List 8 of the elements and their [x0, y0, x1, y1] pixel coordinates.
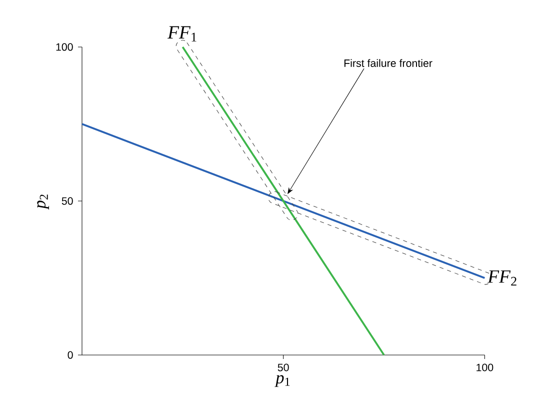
annotation: FF$_{2}$: [488, 270, 516, 286]
y-tick-label: 100: [56, 43, 73, 51]
x-axis-title: p$_{1}$: [274, 375, 290, 387]
annotation: FF$_{1}$: [167, 26, 196, 42]
y-tick-label: 0: [68, 351, 73, 359]
y-tick-label: 50: [62, 197, 73, 205]
y-axis-title: p$_{2}$: [37, 194, 49, 210]
annotation: First failure frontier: [344, 59, 432, 67]
